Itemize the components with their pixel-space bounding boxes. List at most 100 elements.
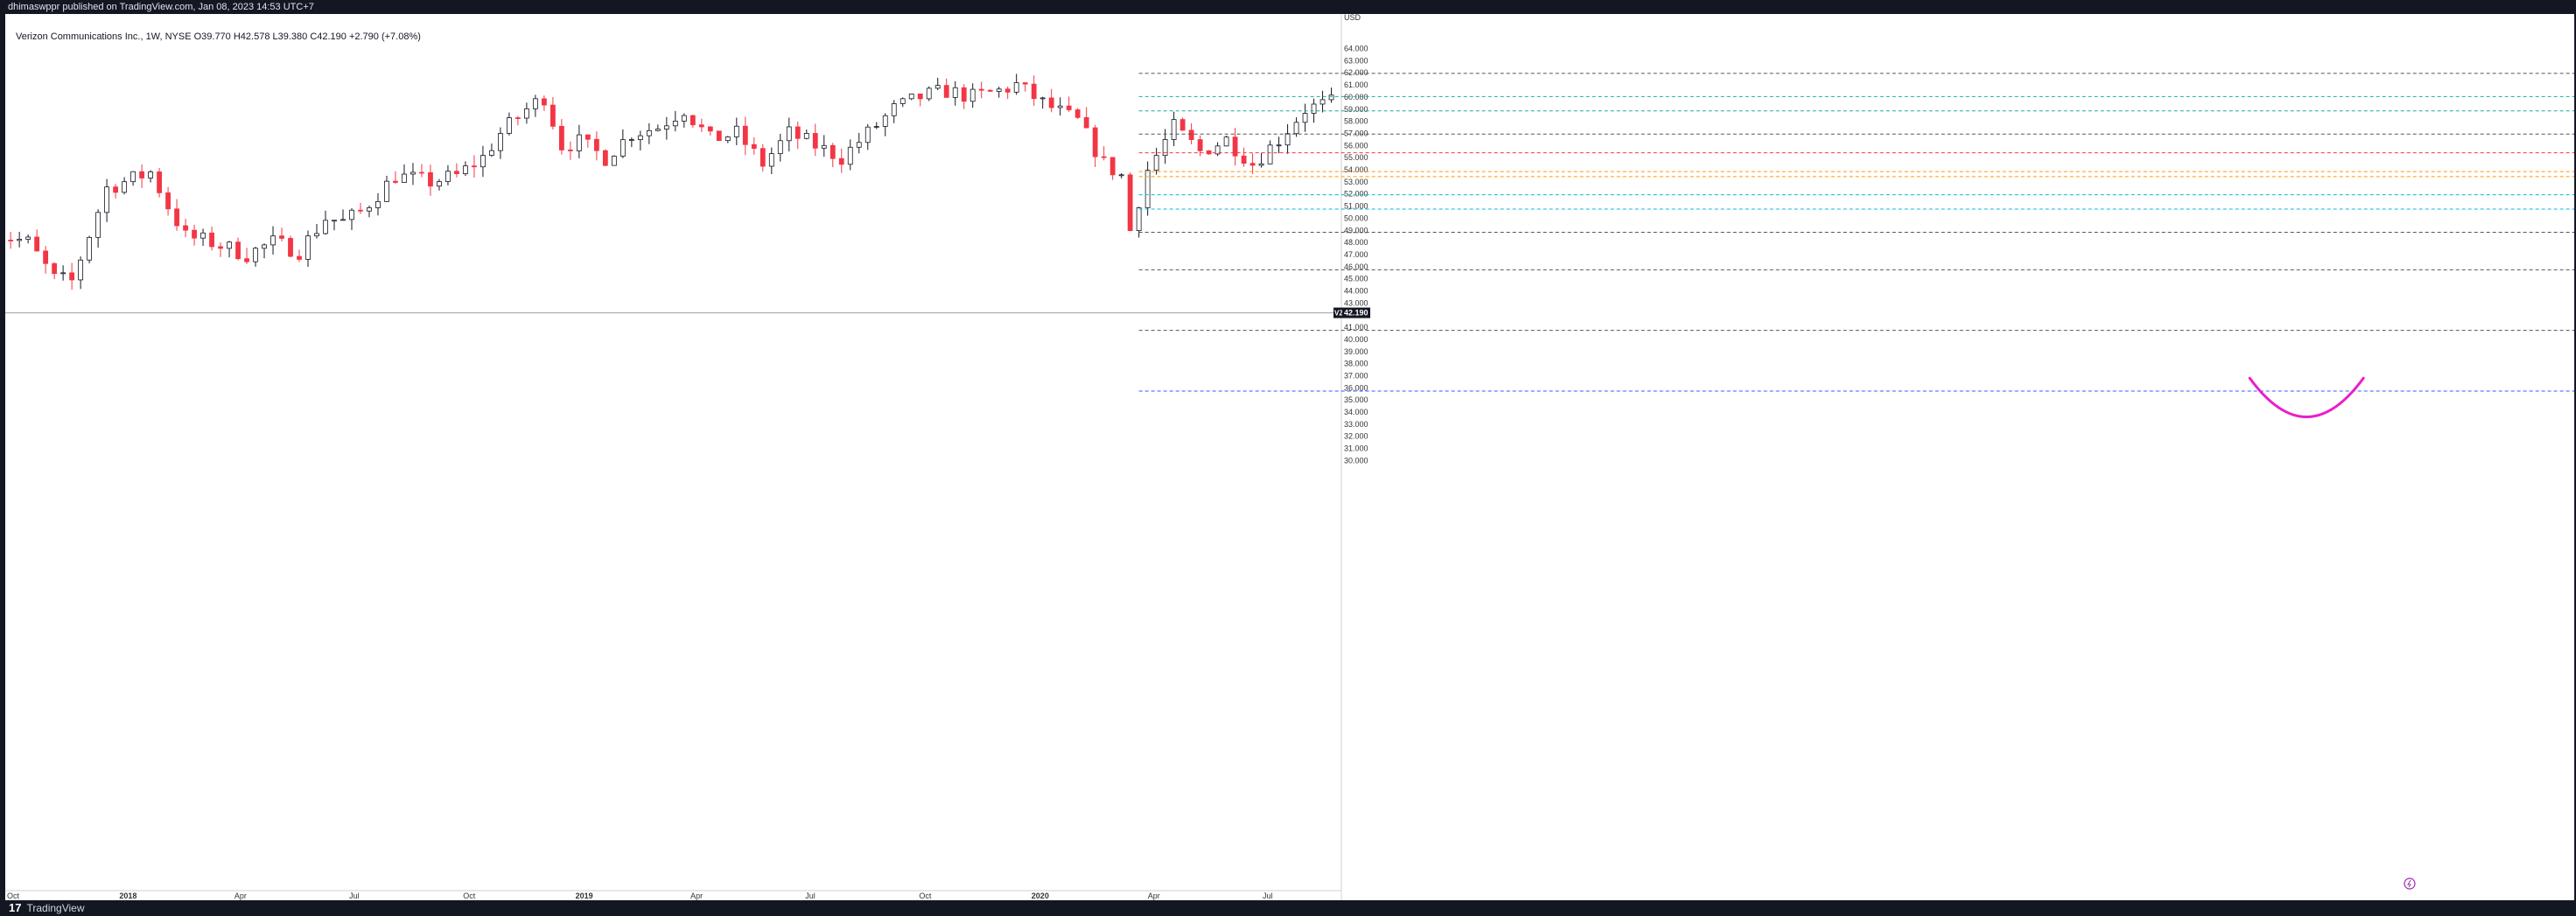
footer-bar: 17 TradingView — [0, 900, 2576, 916]
candle-up — [533, 98, 538, 109]
candle-up — [620, 139, 626, 157]
y-tick-label: 52.000 — [1344, 190, 1368, 199]
x-tick-label: Jul — [1263, 892, 1273, 900]
y-tick-label: 57.000 — [1344, 129, 1368, 137]
candle-up — [375, 200, 381, 208]
candle-up — [122, 181, 127, 193]
candle-up — [576, 134, 582, 151]
y-tick-label: 44.000 — [1344, 287, 1368, 296]
candle-down — [43, 250, 49, 264]
candle-down — [542, 98, 547, 106]
candle-down — [218, 246, 223, 249]
candle-up — [200, 232, 206, 239]
candle-up — [87, 236, 93, 261]
candle-up — [1144, 170, 1151, 208]
ohlc-values: O39.770 H42.578 L39.380 C42.190 +2.790 (… — [193, 31, 421, 42]
candle-up — [1284, 133, 1291, 146]
y-tick-label: 41.000 — [1344, 323, 1368, 332]
y-tick-label: 54.000 — [1344, 165, 1368, 174]
candle-up — [130, 171, 136, 183]
candle-up — [437, 181, 442, 187]
candle-up — [882, 115, 888, 127]
candle-up — [1320, 99, 1326, 105]
candles — [8, 73, 1334, 290]
y-tick-label: 35.000 — [1344, 395, 1368, 404]
candle-up — [349, 209, 354, 220]
y-tick-label: 63.000 — [1344, 56, 1368, 65]
candle-up — [410, 171, 416, 175]
candle-down — [812, 133, 818, 149]
y-tick-label: 37.000 — [1344, 371, 1368, 380]
candle-down — [593, 138, 599, 151]
candle-up — [864, 126, 871, 143]
candle-down — [69, 272, 75, 281]
candle-down — [794, 126, 801, 139]
candle-down — [52, 262, 58, 275]
candle-up — [227, 241, 232, 249]
candle-down — [716, 130, 722, 142]
candle-up — [724, 136, 731, 142]
candle-up — [507, 117, 512, 134]
x-tick-label: Apr — [690, 892, 703, 900]
x-tick-label: 2018 — [119, 892, 136, 900]
symbol-name: Verizon Communications Inc., 1W, NYSE — [16, 31, 192, 42]
tradingview-logo[interactable]: 17 TradingView — [9, 900, 85, 916]
symbol-tag — [1334, 307, 1342, 318]
candle-up — [402, 173, 407, 183]
candle-down — [393, 180, 398, 183]
candle-up — [270, 235, 276, 246]
y-tick-label: 45.000 — [1344, 275, 1368, 283]
candle-down — [183, 225, 188, 231]
candle-down — [698, 124, 704, 128]
candle-down — [1066, 105, 1072, 110]
x-tick-label: Oct — [7, 892, 20, 900]
y-tick-label: 50.000 — [1344, 213, 1368, 222]
candle-up — [1267, 144, 1273, 164]
candle-up — [733, 125, 739, 137]
candle-up — [900, 98, 906, 104]
candle-up — [1302, 113, 1308, 123]
candle-down — [1074, 109, 1081, 118]
candle-up — [856, 142, 862, 148]
plot-background — [5, 14, 2574, 900]
chart-frame[interactable]: USD 64.000 63.000 62.000 61.000 60.000 59.000 5… — [5, 14, 2574, 900]
candle-up — [768, 153, 774, 167]
candle-down — [1250, 163, 1256, 166]
candle-up — [681, 115, 687, 122]
candle-up — [847, 146, 853, 165]
candle-down — [1092, 127, 1098, 157]
candle-down — [472, 165, 477, 168]
candle-up — [611, 156, 617, 166]
y-tick-label: 33.000 — [1344, 420, 1368, 429]
y-tick-label: 36.000 — [1344, 383, 1368, 392]
candle-up — [1311, 103, 1317, 114]
y-tick-label: 49.000 — [1344, 226, 1368, 234]
candle-down — [961, 87, 967, 102]
candle-up — [1040, 97, 1046, 100]
candle-up — [873, 126, 879, 128]
y-tick-label: 46.000 — [1344, 262, 1368, 271]
candle-down — [288, 238, 293, 257]
candle-up — [78, 259, 84, 281]
y-tick-label: 53.000 — [1344, 178, 1368, 186]
candle-up — [1258, 163, 1264, 166]
tradingview-logo-icon: 17 — [9, 901, 22, 914]
price-chart[interactable]: USD64.00063.00062.00061.00060.00059.0005… — [5, 14, 2574, 900]
y-tick-label: 61.000 — [1344, 80, 1368, 89]
candle-up — [1293, 122, 1299, 135]
candle-up — [803, 133, 809, 139]
y-tick-label: 47.000 — [1344, 250, 1368, 259]
x-tick-label: Oct — [919, 892, 932, 900]
cup-arc-drawing — [2248, 376, 2365, 419]
candle-up — [663, 125, 669, 129]
candle-up — [1328, 94, 1334, 101]
candle-down — [244, 258, 249, 262]
candle-up — [1118, 174, 1124, 177]
candle-down — [235, 241, 241, 260]
candle-up — [498, 133, 503, 151]
candle-up — [970, 88, 976, 102]
candle-up — [908, 93, 914, 100]
event-marker-icon — [2404, 878, 2416, 890]
candle-down — [174, 208, 179, 227]
x-tick-label: Apr — [1148, 892, 1160, 900]
